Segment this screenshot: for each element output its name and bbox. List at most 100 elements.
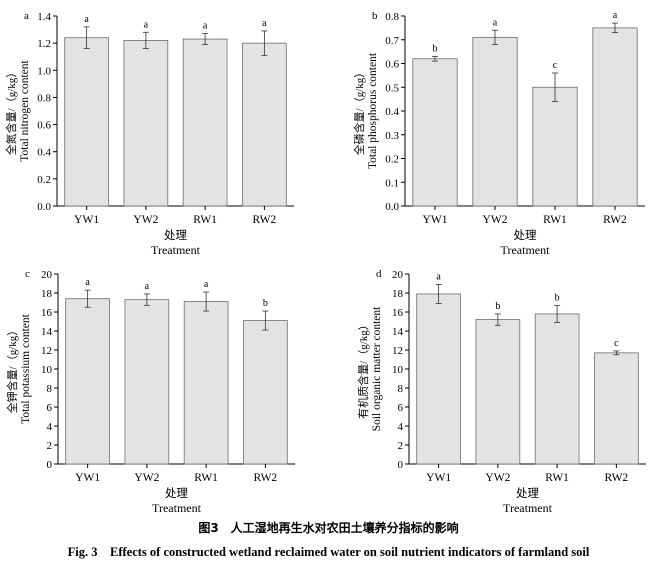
y-tick-label: 1.0 — [37, 65, 51, 77]
x-axis-label-cn: 处理 — [514, 229, 537, 242]
x-axis-label: Treatment — [152, 501, 202, 515]
chart-panel-b: 0.0 0.1 0.2 0.3 0.4 0.5 0.6 0.7 0.8 b YW1 a YW2 c RW1 a… — [352, 10, 645, 257]
x-tick-label: RW2 — [603, 214, 627, 226]
significance-letter: b — [263, 298, 268, 309]
bar-yw1 — [65, 298, 110, 465]
bar-rw1 — [532, 86, 578, 207]
y-tick-label: 18 — [41, 288, 53, 300]
panel-label: b — [372, 10, 378, 22]
significance-letter: c — [553, 60, 558, 71]
x-tick-label: RW1 — [545, 472, 569, 484]
x-axis-label: Treatment — [151, 243, 201, 257]
x-tick-label: YW2 — [485, 472, 510, 484]
y-tick-label: 18 — [392, 288, 404, 300]
bar-rw2 — [242, 42, 287, 207]
y-tick-label: 0 — [398, 459, 404, 471]
y-tick-label: 0.0 — [37, 201, 51, 213]
y-tick-label: 0.8 — [385, 11, 399, 23]
significance-letter: a — [85, 277, 90, 288]
x-tick-label: RW2 — [253, 214, 277, 226]
y-axis-label-cn: 有机质含量/（g/kg） — [356, 319, 370, 419]
x-axis-label-cn: 处理 — [164, 229, 187, 242]
x-tick-label: RW1 — [194, 472, 218, 484]
x-tick-label: YW1 — [75, 472, 100, 484]
y-tick-label: 0.2 — [37, 174, 51, 186]
y-axis-label-cn: 全氮含量/（g/kg） — [4, 67, 18, 156]
x-tick-label: YW1 — [74, 214, 99, 226]
significance-letter: a — [84, 14, 89, 25]
x-tick-label: RW2 — [605, 472, 629, 484]
y-tick-label: 2 — [398, 440, 404, 452]
significance-letter: a — [204, 279, 209, 290]
bar-yw2 — [124, 299, 170, 465]
bar-rw1 — [183, 301, 229, 465]
y-tick-label: 6 — [398, 402, 404, 414]
bar-yw1 — [412, 58, 458, 207]
y-tick-label: 0.7 — [385, 35, 399, 47]
significance-letter: a — [145, 281, 150, 292]
y-tick-label: 10 — [392, 364, 404, 376]
bar-yw1 — [416, 293, 461, 465]
bar-yw1 — [64, 37, 109, 207]
bar-yw2 — [472, 36, 518, 207]
x-tick-label: YW2 — [134, 472, 159, 484]
y-tick-label: 0.4 — [37, 147, 51, 159]
x-tick-label: YW1 — [423, 214, 448, 226]
y-tick-label: 4 — [398, 421, 404, 433]
y-axis-label-cn: 全磷含量/（g/kg） — [352, 67, 366, 156]
bar-rw1 — [182, 38, 228, 207]
bar-yw2 — [123, 40, 169, 207]
significance-letter: a — [613, 10, 618, 21]
y-tick-label: 14 — [392, 326, 404, 338]
figure-caption-cn: 图3 人工湿地再生水对农田土壤养分指标的影响 — [198, 521, 459, 535]
y-tick-label: 0.6 — [385, 59, 399, 71]
y-tick-label: 0.6 — [37, 120, 51, 132]
y-tick-label: 14 — [41, 326, 53, 338]
bar-yw2 — [475, 319, 521, 465]
x-axis-label: Treatment — [503, 501, 553, 515]
y-tick-label: 2 — [47, 440, 53, 452]
y-tick-label: 1.4 — [37, 11, 51, 23]
bar-rw1 — [534, 313, 580, 465]
x-tick-label: RW1 — [193, 214, 217, 226]
panel-label: a — [24, 10, 29, 22]
y-tick-label: 0 — [47, 459, 53, 471]
x-tick-label: YW2 — [483, 214, 508, 226]
chart-panel-a: 0.0 0.2 0.4 0.6 0.8 1.0 1.2 1.4 a YW1 a YW2 a RW1 a RW2… — [4, 10, 294, 257]
x-tick-label: YW2 — [133, 214, 158, 226]
y-tick-label: 1.2 — [37, 38, 51, 50]
y-tick-label: 0.5 — [385, 82, 399, 94]
y-axis-label-cn: 全钾含量/（g/kg） — [5, 325, 19, 414]
x-axis-label-cn: 处理 — [165, 487, 188, 500]
y-tick-label: 0.1 — [385, 177, 399, 189]
y-tick-label: 0.3 — [385, 130, 399, 142]
y-tick-label: 4 — [47, 421, 53, 433]
bar-rw2 — [243, 320, 288, 465]
x-tick-label: RW2 — [254, 472, 278, 484]
significance-letter: b — [555, 292, 560, 303]
y-tick-label: 0.2 — [385, 154, 399, 166]
significance-letter: a — [144, 19, 149, 30]
bar-rw2 — [594, 352, 639, 465]
significance-letter: a — [436, 271, 441, 282]
y-tick-label: 8 — [398, 383, 404, 395]
y-tick-label: 20 — [392, 269, 404, 281]
y-tick-label: 6 — [47, 402, 53, 414]
x-axis-label-cn: 处理 — [516, 487, 539, 500]
significance-letter: b — [495, 301, 500, 312]
y-axis-label: Total phosphorus content — [367, 52, 379, 169]
bar-rw2 — [592, 27, 638, 207]
y-tick-label: 16 — [41, 307, 53, 319]
y-tick-label: 0.4 — [385, 106, 399, 118]
panel-label: d — [376, 268, 382, 280]
x-axis-label: Treatment — [501, 243, 551, 257]
y-tick-label: 12 — [392, 345, 403, 357]
y-tick-label: 20 — [41, 269, 53, 281]
y-tick-label: 8 — [47, 383, 53, 395]
y-tick-label: 0.8 — [37, 92, 51, 104]
chart-panel-c: 0 2 4 6 8 10 12 14 16 18 20 a YW1 a YW2 a RW1 b RW2 c 处理Trea… — [5, 268, 295, 515]
x-tick-label: YW1 — [426, 472, 451, 484]
significance-letter: a — [262, 18, 267, 29]
y-axis-label: Soil organic matter content — [371, 306, 383, 431]
